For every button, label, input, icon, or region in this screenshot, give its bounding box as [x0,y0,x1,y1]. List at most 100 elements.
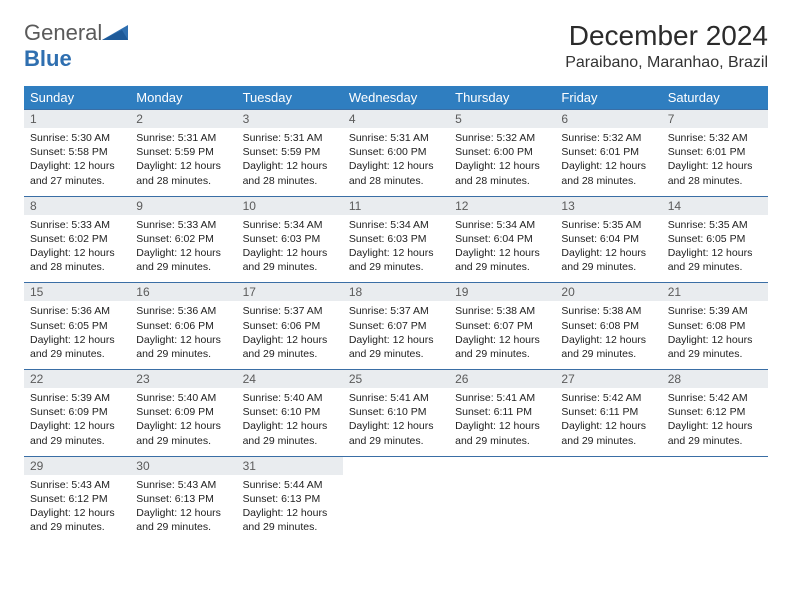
calendar-cell: 21Sunrise: 5:39 AMSunset: 6:08 PMDayligh… [662,283,768,370]
calendar-cell: 11Sunrise: 5:34 AMSunset: 6:03 PMDayligh… [343,196,449,283]
day-body: Sunrise: 5:38 AMSunset: 6:08 PMDaylight:… [555,301,661,369]
day-number: 9 [130,197,236,215]
day-body: Sunrise: 5:36 AMSunset: 6:06 PMDaylight:… [130,301,236,369]
calendar-cell: 31Sunrise: 5:44 AMSunset: 6:13 PMDayligh… [237,456,343,542]
daylight-line2: and 29 minutes. [243,434,337,448]
day-body: Sunrise: 5:32 AMSunset: 6:01 PMDaylight:… [555,128,661,196]
day-number: 27 [555,370,661,388]
daylight-line1: Daylight: 12 hours [136,159,230,173]
sunset-text: Sunset: 6:10 PM [349,405,443,419]
sunset-text: Sunset: 6:02 PM [136,232,230,246]
day-number: 22 [24,370,130,388]
day-number: 2 [130,110,236,128]
daylight-line1: Daylight: 12 hours [243,246,337,260]
calendar-cell: 6Sunrise: 5:32 AMSunset: 6:01 PMDaylight… [555,110,661,197]
day-number: 16 [130,283,236,301]
daylight-line2: and 29 minutes. [136,347,230,361]
sunset-text: Sunset: 6:04 PM [561,232,655,246]
sunset-text: Sunset: 6:00 PM [349,145,443,159]
sunrise-text: Sunrise: 5:37 AM [243,304,337,318]
daylight-line1: Daylight: 12 hours [136,506,230,520]
calendar-cell: 19Sunrise: 5:38 AMSunset: 6:07 PMDayligh… [449,283,555,370]
logo-blue: Blue [24,46,72,71]
calendar-cell: 22Sunrise: 5:39 AMSunset: 6:09 PMDayligh… [24,370,130,457]
day-number: 12 [449,197,555,215]
sunrise-text: Sunrise: 5:43 AM [30,478,124,492]
daylight-line2: and 29 minutes. [668,260,762,274]
sunset-text: Sunset: 6:07 PM [349,319,443,333]
sunrise-text: Sunrise: 5:32 AM [668,131,762,145]
day-body: Sunrise: 5:39 AMSunset: 6:09 PMDaylight:… [24,388,130,456]
sunset-text: Sunset: 6:13 PM [243,492,337,506]
daylight-line2: and 29 minutes. [136,520,230,534]
day-number: 23 [130,370,236,388]
daylight-line2: and 28 minutes. [136,174,230,188]
daylight-line1: Daylight: 12 hours [30,333,124,347]
calendar-cell: 26Sunrise: 5:41 AMSunset: 6:11 PMDayligh… [449,370,555,457]
daylight-line2: and 29 minutes. [455,260,549,274]
daylight-line2: and 29 minutes. [455,347,549,361]
day-body: Sunrise: 5:41 AMSunset: 6:10 PMDaylight:… [343,388,449,456]
day-number: 17 [237,283,343,301]
daylight-line2: and 29 minutes. [561,434,655,448]
sunrise-text: Sunrise: 5:41 AM [455,391,549,405]
day-number: 20 [555,283,661,301]
day-body: Sunrise: 5:34 AMSunset: 6:03 PMDaylight:… [343,215,449,283]
sunrise-text: Sunrise: 5:39 AM [30,391,124,405]
sunrise-text: Sunrise: 5:42 AM [561,391,655,405]
daylight-line2: and 28 minutes. [30,260,124,274]
day-number: 7 [662,110,768,128]
daylight-line2: and 29 minutes. [243,520,337,534]
daylight-line2: and 29 minutes. [136,260,230,274]
weekday-saturday: Saturday [662,86,768,110]
page-title: December 2024 [565,20,768,52]
calendar-cell [662,456,768,542]
weekday-header: Sunday Monday Tuesday Wednesday Thursday… [24,86,768,110]
calendar-cell [449,456,555,542]
day-number: 3 [237,110,343,128]
logo-text: General Blue [24,20,128,72]
daylight-line1: Daylight: 12 hours [349,333,443,347]
day-number: 31 [237,457,343,475]
logo: General Blue [24,20,128,72]
daylight-line1: Daylight: 12 hours [668,419,762,433]
day-body: Sunrise: 5:34 AMSunset: 6:04 PMDaylight:… [449,215,555,283]
daylight-line1: Daylight: 12 hours [243,506,337,520]
calendar-cell: 9Sunrise: 5:33 AMSunset: 6:02 PMDaylight… [130,196,236,283]
day-body: Sunrise: 5:37 AMSunset: 6:07 PMDaylight:… [343,301,449,369]
daylight-line1: Daylight: 12 hours [455,246,549,260]
calendar-cell: 3Sunrise: 5:31 AMSunset: 5:59 PMDaylight… [237,110,343,197]
sunset-text: Sunset: 6:09 PM [30,405,124,419]
calendar-cell: 12Sunrise: 5:34 AMSunset: 6:04 PMDayligh… [449,196,555,283]
calendar-cell: 1Sunrise: 5:30 AMSunset: 5:58 PMDaylight… [24,110,130,197]
daylight-line2: and 29 minutes. [349,434,443,448]
sunset-text: Sunset: 6:10 PM [243,405,337,419]
sunrise-text: Sunrise: 5:38 AM [455,304,549,318]
weekday-sunday: Sunday [24,86,130,110]
sunrise-text: Sunrise: 5:32 AM [455,131,549,145]
day-body: Sunrise: 5:31 AMSunset: 5:59 PMDaylight:… [237,128,343,196]
day-body: Sunrise: 5:41 AMSunset: 6:11 PMDaylight:… [449,388,555,456]
daylight-line1: Daylight: 12 hours [136,333,230,347]
day-number: 15 [24,283,130,301]
day-body: Sunrise: 5:31 AMSunset: 6:00 PMDaylight:… [343,128,449,196]
calendar-cell: 30Sunrise: 5:43 AMSunset: 6:13 PMDayligh… [130,456,236,542]
daylight-line2: and 28 minutes. [668,174,762,188]
sunset-text: Sunset: 6:11 PM [561,405,655,419]
sunrise-text: Sunrise: 5:33 AM [30,218,124,232]
calendar-cell: 29Sunrise: 5:43 AMSunset: 6:12 PMDayligh… [24,456,130,542]
daylight-line1: Daylight: 12 hours [455,159,549,173]
day-body: Sunrise: 5:31 AMSunset: 5:59 PMDaylight:… [130,128,236,196]
daylight-line2: and 29 minutes. [30,434,124,448]
daylight-line1: Daylight: 12 hours [455,419,549,433]
day-body: Sunrise: 5:40 AMSunset: 6:09 PMDaylight:… [130,388,236,456]
sunrise-text: Sunrise: 5:34 AM [243,218,337,232]
day-number: 14 [662,197,768,215]
logo-general: General [24,20,102,45]
daylight-line1: Daylight: 12 hours [30,419,124,433]
daylight-line2: and 29 minutes. [349,260,443,274]
sunset-text: Sunset: 6:06 PM [243,319,337,333]
daylight-line1: Daylight: 12 hours [561,246,655,260]
daylight-line1: Daylight: 12 hours [561,333,655,347]
calendar-cell: 5Sunrise: 5:32 AMSunset: 6:00 PMDaylight… [449,110,555,197]
